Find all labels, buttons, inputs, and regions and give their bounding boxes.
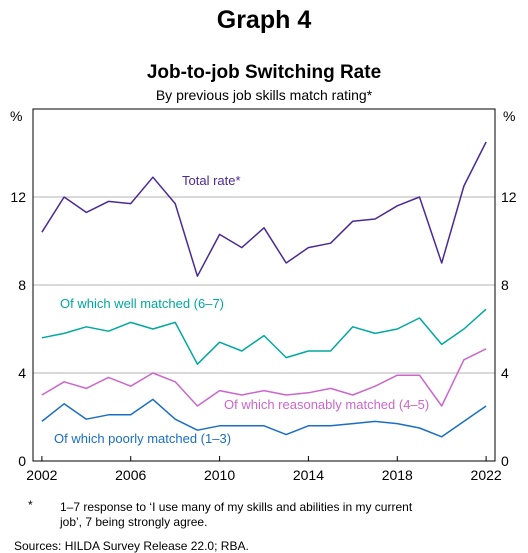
y-tick-left-0: 0 xyxy=(18,453,26,469)
y-tick-right-0: 0 xyxy=(501,453,509,469)
y-tick-left-4: 4 xyxy=(18,365,26,381)
y-tick-right-4: 4 xyxy=(501,365,509,381)
line-reasonably-matched xyxy=(41,348,487,407)
label-poorly-matched: Of which poorly matched (1–3) xyxy=(54,431,231,446)
gridlines xyxy=(33,196,495,374)
line-well-matched xyxy=(41,308,487,365)
x-tick-2002: 2002 xyxy=(26,467,57,483)
label-well-matched: Of which well matched (6–7) xyxy=(60,296,224,311)
y-tick-labels: 0 0 4 4 8 8 12 12 xyxy=(10,189,516,469)
y-tick-left-12: 12 xyxy=(10,189,26,205)
x-tick-2010: 2010 xyxy=(204,467,235,483)
x-tick-2022: 2022 xyxy=(471,467,502,483)
x-tick-2018: 2018 xyxy=(382,467,413,483)
sources: Sources: HILDA Survey Release 22.0; RBA. xyxy=(14,539,249,553)
x-tick-2014: 2014 xyxy=(293,467,324,483)
plot-frame xyxy=(32,108,496,462)
graph-number: Graph 4 xyxy=(217,6,312,34)
footnote-marker: * xyxy=(28,498,33,512)
series-lines xyxy=(41,141,487,438)
y-unit-left: % xyxy=(10,108,22,124)
line-total-rate xyxy=(41,141,487,277)
x-tick-labels: 2002 2006 2010 2014 2018 2022 xyxy=(26,456,502,483)
y-tick-right-8: 8 xyxy=(501,277,509,293)
label-total-rate: Total rate* xyxy=(182,173,241,188)
line-poorly-matched xyxy=(41,398,487,438)
footnote-line-1: 1–7 response to ‘I use many of my skills… xyxy=(60,500,413,514)
x-tick-2006: 2006 xyxy=(115,467,146,483)
y-unit-right: % xyxy=(503,108,515,124)
chart-subtitle: By previous job skills match rating* xyxy=(156,87,373,103)
label-reasonably-matched: Of which reasonably matched (4–5) xyxy=(224,397,429,412)
chart-title: Job-to-job Switching Rate xyxy=(147,62,381,83)
footnote-line-2: job’, 7 being strongly agree. xyxy=(59,515,207,529)
y-tick-right-12: 12 xyxy=(501,189,517,205)
y-tick-left-8: 8 xyxy=(18,277,26,293)
